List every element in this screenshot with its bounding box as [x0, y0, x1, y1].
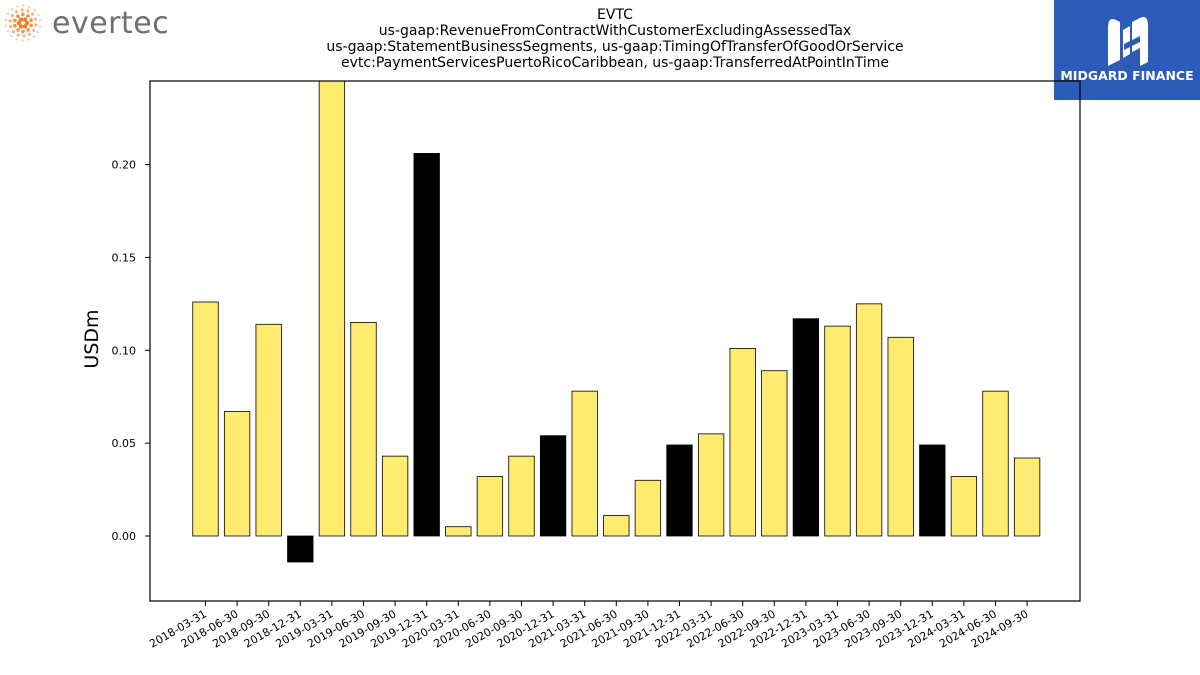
- logo-dot: [32, 28, 36, 32]
- midgard-monogram-icon: [1108, 17, 1148, 66]
- midgard-finance-logo: MIDGARD FINANCE: [1054, 0, 1200, 100]
- logo-dot: [4, 18, 8, 21]
- logo-dot: [29, 18, 33, 23]
- logo-dot: [18, 24, 24, 29]
- bar-2023-03-31: [824, 325, 851, 537]
- logo-dot: [29, 23, 33, 28]
- evertec-logo: evertec: [4, 4, 194, 44]
- chart-title-line-4: evtc:PaymentServicesPuertoRicoCaribbean,…: [341, 55, 889, 71]
- logo-dot: [26, 27, 30, 32]
- bar-2018-06-30: [223, 411, 251, 537]
- logo-dot: [6, 12, 10, 15]
- bar-2020-03-31: [445, 526, 472, 537]
- logo-dot: [16, 14, 20, 19]
- logo-dot: [37, 13, 40, 16]
- bar-2019-03-31: [318, 81, 346, 537]
- logo-dot: [34, 23, 38, 27]
- logo-dot: [20, 8, 24, 12]
- y-axis-label: USDm: [81, 309, 103, 368]
- bar-2021-12-31: [666, 444, 693, 537]
- logo-dot: [26, 9, 30, 13]
- logo-dot: [31, 12, 35, 16]
- logo-dot: [27, 32, 31, 36]
- logo-dot: [21, 12, 25, 17]
- logo-dot: [6, 30, 9, 33]
- logo-dot: [21, 29, 25, 34]
- plot-frame: [149, 80, 1081, 602]
- bar-2018-09-30: [255, 323, 282, 537]
- bar-2022-06-30: [729, 348, 756, 537]
- logo-dot: [16, 28, 20, 32]
- logo-dot: [38, 25, 42, 28]
- logo-dot: [22, 4, 25, 7]
- logo-dot: [15, 38, 18, 41]
- bar-2021-06-30: [603, 515, 630, 537]
- logo-dot: [33, 8, 36, 12]
- logo-dot: [33, 17, 37, 21]
- logo-dot: [15, 10, 19, 14]
- logo-dot: [22, 17, 28, 22]
- logo-dot: [4, 24, 7, 27]
- logo-dot: [13, 23, 17, 28]
- bar-2020-06-30: [476, 476, 504, 537]
- y-tick-label: 0.15: [112, 251, 137, 264]
- bar-2020-12-31: [539, 435, 567, 537]
- logo-dot: [16, 5, 19, 8]
- bar-2023-09-30: [887, 336, 914, 537]
- bar-2020-09-30: [508, 455, 535, 537]
- chart-title-line-3: us-gaap:StatementBusinessSegments, us-ga…: [326, 39, 904, 55]
- y-tick-label: 0.20: [112, 159, 137, 172]
- bar-2022-12-31: [792, 318, 820, 537]
- logo-dot: [16, 33, 20, 37]
- logo-dot: [26, 14, 30, 18]
- bars: [192, 81, 1041, 563]
- logo-dot: [10, 8, 14, 11]
- y-tick-label: 0.00: [112, 530, 137, 543]
- logo-dot: [24, 20, 30, 26]
- bar-2021-09-30: [634, 479, 662, 537]
- logo-dot: [13, 18, 17, 23]
- chart-title-line-2: us-gaap:RevenueFromContractWithCustomerE…: [378, 23, 852, 39]
- bar-2024-09-30: [1013, 457, 1041, 537]
- logo-dot: [9, 25, 13, 29]
- bar-2024-06-30: [982, 390, 1009, 537]
- bar-2022-09-30: [761, 370, 788, 537]
- bar-2019-12-31: [413, 153, 440, 537]
- logo-dot: [22, 34, 26, 38]
- logo-dot: [39, 19, 42, 22]
- bar-2024-03-31: [950, 476, 978, 537]
- bar-2023-12-31: [919, 444, 946, 537]
- chart-title-line-1: EVTC: [597, 7, 633, 23]
- logo-dot: [10, 14, 14, 18]
- logo-dot: [16, 20, 22, 26]
- bar-2023-06-30: [855, 303, 883, 537]
- bar-2018-12-31: [287, 535, 314, 563]
- logo-dot: [21, 39, 24, 42]
- logo-dot: [27, 38, 30, 41]
- logo-dot: [8, 19, 12, 23]
- midgard-finance-text: MIDGARD FINANCE: [1060, 68, 1194, 83]
- logo-dot: [28, 5, 31, 8]
- bar-2018-03-31: [192, 301, 219, 537]
- chart-title: EVTC us-gaap:RevenueFromContractWithCust…: [250, 7, 980, 71]
- logo-dot: [22, 24, 28, 29]
- evertec-dots-icon: [4, 4, 42, 42]
- y-tick-label: 0.10: [112, 344, 137, 357]
- bar-2019-09-30: [381, 455, 409, 537]
- logo-dot: [10, 34, 13, 38]
- logo-dot: [32, 35, 36, 38]
- y-tick-label: 0.05: [112, 437, 137, 450]
- logo-dot: [36, 31, 40, 34]
- logo-dot: [18, 17, 24, 22]
- logo-dot: [11, 30, 15, 34]
- bar-2019-06-30: [350, 322, 377, 537]
- evertec-logo-text: evertec: [52, 6, 170, 41]
- bar-2021-03-31: [571, 390, 598, 537]
- bar-2022-03-31: [697, 433, 725, 537]
